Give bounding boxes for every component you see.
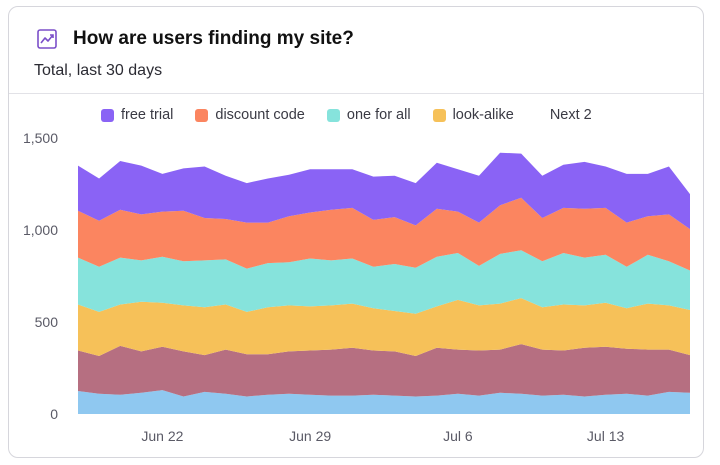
x-tick-label: Jul 6 xyxy=(443,428,473,444)
area-series-6 xyxy=(78,152,690,230)
legend-item-one-for-all[interactable]: one for all xyxy=(326,107,411,123)
card-header: How are users finding my site? Total, la… xyxy=(9,7,703,94)
legend-next-button[interactable]: Next 2 xyxy=(549,107,592,123)
area-series-4 xyxy=(78,250,690,314)
legend: free trial discount code one for all loo… xyxy=(101,105,592,125)
legend-swatch xyxy=(326,108,340,122)
legend-item-free-trial[interactable]: free trial xyxy=(101,107,173,123)
chart-title: How are users finding my site? xyxy=(73,28,354,49)
legend-swatch xyxy=(101,108,114,122)
y-tick-label: 0 xyxy=(50,406,58,422)
legend-label: free trial xyxy=(121,107,174,123)
chart-line-icon xyxy=(37,29,57,49)
x-tick-label: Jul 13 xyxy=(587,428,625,444)
y-tick-label: 1,000 xyxy=(23,222,58,238)
x-tick-label: Jun 29 xyxy=(289,428,331,444)
legend-item-look-alike[interactable]: look-alike xyxy=(432,107,514,123)
legend-swatch xyxy=(195,108,209,122)
chart-subtitle: Total, last 30 days xyxy=(34,62,163,79)
legend-label: discount code xyxy=(215,107,305,123)
area-series-3 xyxy=(78,298,690,356)
legend-label: one for all xyxy=(346,107,411,123)
area-series-5 xyxy=(78,197,690,271)
y-tick-label: 1,500 xyxy=(23,130,58,146)
legend-item-discount-code[interactable]: discount code xyxy=(195,107,305,123)
x-tick-label: Jun 22 xyxy=(141,428,183,444)
legend-label: look-alike xyxy=(452,107,514,123)
area-series-1 xyxy=(78,390,690,414)
legend-swatch xyxy=(432,108,446,122)
y-tick-label: 500 xyxy=(35,314,59,330)
area-series-2 xyxy=(78,344,690,397)
